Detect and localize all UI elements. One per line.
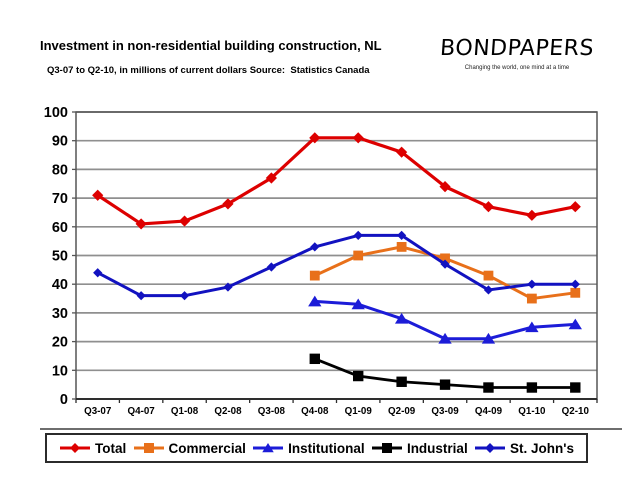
y-axis-label: 90 xyxy=(52,134,68,150)
series-industrial-marker xyxy=(483,382,494,393)
legend-diamond-icon xyxy=(60,443,90,453)
series-st-john-s-marker xyxy=(570,279,580,289)
legend-item-industrial: Industrial xyxy=(371,441,468,456)
y-axis-label: 80 xyxy=(52,162,68,178)
series-total-marker xyxy=(439,181,451,193)
series-st-john-s-marker xyxy=(397,230,407,241)
series-industrial-marker xyxy=(439,379,451,390)
series-st-john-s-marker xyxy=(527,279,537,289)
series-commercial-marker xyxy=(526,293,537,304)
x-axis-label: Q1-10 xyxy=(518,406,546,417)
legend-item-commercial: Commercial xyxy=(133,441,246,456)
series-commercial-marker xyxy=(309,270,320,281)
series-institutional-marker xyxy=(525,321,539,333)
legend-square-icon xyxy=(371,443,402,453)
series-commercial-marker xyxy=(483,270,494,281)
x-axis-label: Q4-07 xyxy=(128,406,156,417)
legend-label: Institutional xyxy=(288,440,365,456)
y-axis-label: 60 xyxy=(52,220,68,236)
legend-diamond-icon xyxy=(475,443,505,453)
series-total-marker xyxy=(352,132,364,144)
series-institutional-marker xyxy=(568,318,582,330)
legend-triangle-icon xyxy=(253,443,284,453)
series-total-line xyxy=(96,136,576,226)
y-axis-label: 0 xyxy=(60,392,68,408)
legend-label: St. John's xyxy=(510,440,574,456)
bondpapers-logo: BONDPAPERS Changing the world, one mind … xyxy=(436,36,598,71)
y-axis-label: 30 xyxy=(52,306,68,322)
series-institutional-marker xyxy=(481,332,496,344)
series-commercial-marker xyxy=(396,241,407,252)
series-total-marker xyxy=(135,218,147,230)
chart-title: Investment in non-residential building c… xyxy=(40,38,382,53)
series-industrial-marker xyxy=(526,382,538,393)
y-axis-label: 70 xyxy=(52,191,68,207)
series-st-john-s-marker xyxy=(93,268,103,278)
series-commercial-marker xyxy=(570,287,581,298)
x-axis-label: Q2-10 xyxy=(562,406,590,417)
series-st-john-s-marker xyxy=(353,230,363,241)
legend-label: Industrial xyxy=(406,440,468,456)
x-axis-label: Q4-09 xyxy=(475,406,503,417)
legend-label: Total xyxy=(95,440,127,456)
series-st-john-s-marker xyxy=(136,291,146,301)
x-axis-label: Q4-08 xyxy=(301,406,329,417)
series-total-marker xyxy=(526,209,538,221)
series-total-marker xyxy=(482,201,495,213)
x-axis-label: Q1-08 xyxy=(171,406,199,417)
y-axis-label: 40 xyxy=(52,277,68,293)
series-total-marker xyxy=(92,189,104,201)
chart-subtitle: Q3-07 to Q2-10, in millions of current d… xyxy=(47,65,370,76)
logo-tagline: Changing the world, one mind at a time xyxy=(464,65,570,71)
chart-legend: Total Commercial Institutional Industrial St… xyxy=(45,433,588,463)
x-axis-label: Q2-09 xyxy=(388,406,416,417)
x-axis-label: Q3-07 xyxy=(84,406,112,417)
series-st-john-s-marker xyxy=(223,282,233,292)
legend-item-total: Total xyxy=(59,441,126,456)
series-industrial-marker xyxy=(309,353,320,365)
series-st-john-s-marker xyxy=(440,259,450,269)
y-axis-label: 100 xyxy=(44,105,68,121)
x-axis-label: Q3-08 xyxy=(258,406,286,417)
x-axis-label: Q1-09 xyxy=(345,406,373,417)
x-axis-label: Q2-08 xyxy=(214,406,242,417)
series-st-john-s-marker xyxy=(266,262,276,272)
legend-square-icon xyxy=(133,443,164,453)
series-institutional-marker xyxy=(351,298,365,310)
legend-item-st-john-s: St. John's xyxy=(474,441,574,456)
y-axis-label: 10 xyxy=(52,363,68,379)
chart-bottom-divider xyxy=(40,428,622,430)
series-industrial-marker xyxy=(353,370,364,382)
series-total-marker xyxy=(222,198,234,210)
series-institutional-marker xyxy=(394,312,409,324)
y-axis-label: 20 xyxy=(52,335,68,351)
series-institutional-marker xyxy=(308,295,322,307)
series-industrial-marker xyxy=(570,382,581,393)
series-st-john-s-marker xyxy=(310,242,320,252)
series-total-marker xyxy=(569,201,581,213)
series-st-john-s-marker xyxy=(483,285,494,295)
series-st-john-s-line xyxy=(97,233,576,298)
x-axis-label: Q3-09 xyxy=(431,406,459,417)
series-industrial-marker xyxy=(396,376,407,387)
series-commercial-marker xyxy=(353,250,364,261)
series-institutional-marker xyxy=(438,332,452,344)
series-total-marker xyxy=(396,146,408,158)
series-total-marker xyxy=(265,172,277,184)
y-axis-label: 50 xyxy=(52,249,68,265)
series-total-marker xyxy=(309,132,321,144)
series-st-john-s-marker xyxy=(179,291,190,301)
legend-item-institutional: Institutional xyxy=(252,441,365,456)
series-total-marker xyxy=(178,215,191,227)
legend-label: Commercial xyxy=(168,440,246,456)
